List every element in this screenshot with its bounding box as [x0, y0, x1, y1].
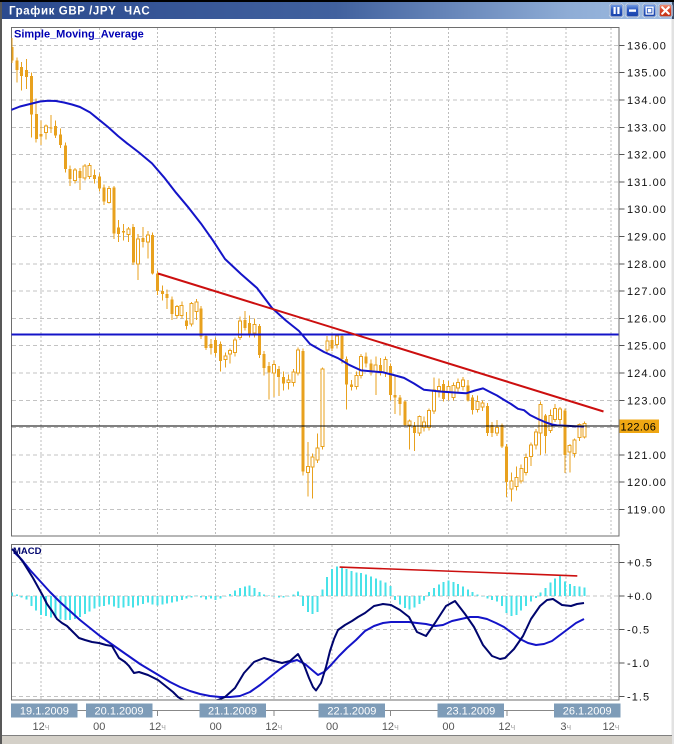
svg-text:123.00: 123.00: [627, 395, 667, 407]
svg-text:126.00: 126.00: [627, 313, 667, 325]
svg-text:134.00: 134.00: [627, 95, 667, 107]
svg-text:-1.5: -1.5: [627, 692, 650, 704]
svg-text:12ч: 12ч: [265, 721, 282, 733]
svg-text:12ч: 12ч: [33, 721, 50, 733]
svg-text:21.1.2009: 21.1.2009: [208, 706, 257, 718]
svg-text:23.1.2009: 23.1.2009: [446, 706, 495, 718]
svg-text:12ч: 12ч: [149, 721, 166, 733]
svg-text:12ч: 12ч: [603, 721, 620, 733]
svg-text:3ч: 3ч: [560, 721, 571, 733]
svg-text:132.00: 132.00: [627, 150, 667, 162]
svg-text:136.00: 136.00: [627, 40, 667, 52]
svg-text:00: 00: [93, 721, 105, 733]
svg-text:20.1.2009: 20.1.2009: [95, 706, 144, 718]
svg-text:-1.0: -1.0: [627, 658, 650, 670]
svg-text:12ч: 12ч: [498, 721, 515, 733]
svg-text:12ч: 12ч: [382, 721, 399, 733]
svg-text:+0.0: +0.0: [627, 591, 653, 603]
svg-text:119.00: 119.00: [627, 505, 666, 517]
svg-text:120.00: 120.00: [627, 477, 667, 489]
svg-text:MACD: MACD: [13, 546, 42, 557]
svg-text:122.06: 122.06: [621, 422, 657, 434]
svg-text:00: 00: [442, 721, 454, 733]
svg-text:125.00: 125.00: [627, 341, 667, 353]
svg-text:129.00: 129.00: [627, 232, 667, 244]
svg-text:124.00: 124.00: [627, 368, 667, 380]
svg-text:00: 00: [210, 721, 222, 733]
svg-text:-0.5: -0.5: [627, 625, 650, 637]
svg-text:131.00: 131.00: [627, 177, 667, 189]
svg-text:+0.5: +0.5: [627, 558, 653, 570]
svg-text:121.00: 121.00: [627, 450, 667, 462]
svg-text:19.1.2009: 19.1.2009: [20, 706, 69, 718]
svg-text:22.1.2009: 22.1.2009: [327, 706, 376, 718]
svg-text:135.00: 135.00: [627, 68, 667, 80]
svg-text:График GBP /JPY ЧАС: График GBP /JPY ЧАС: [9, 6, 150, 18]
svg-text:130.00: 130.00: [627, 204, 667, 216]
svg-text:133.00: 133.00: [627, 122, 667, 134]
svg-text:Simple_Moving_Average: Simple_Moving_Average: [14, 29, 144, 41]
svg-text:00: 00: [326, 721, 338, 733]
svg-text:128.00: 128.00: [627, 259, 667, 271]
svg-text:26.1.2009: 26.1.2009: [563, 706, 612, 718]
svg-text:127.00: 127.00: [627, 286, 667, 298]
